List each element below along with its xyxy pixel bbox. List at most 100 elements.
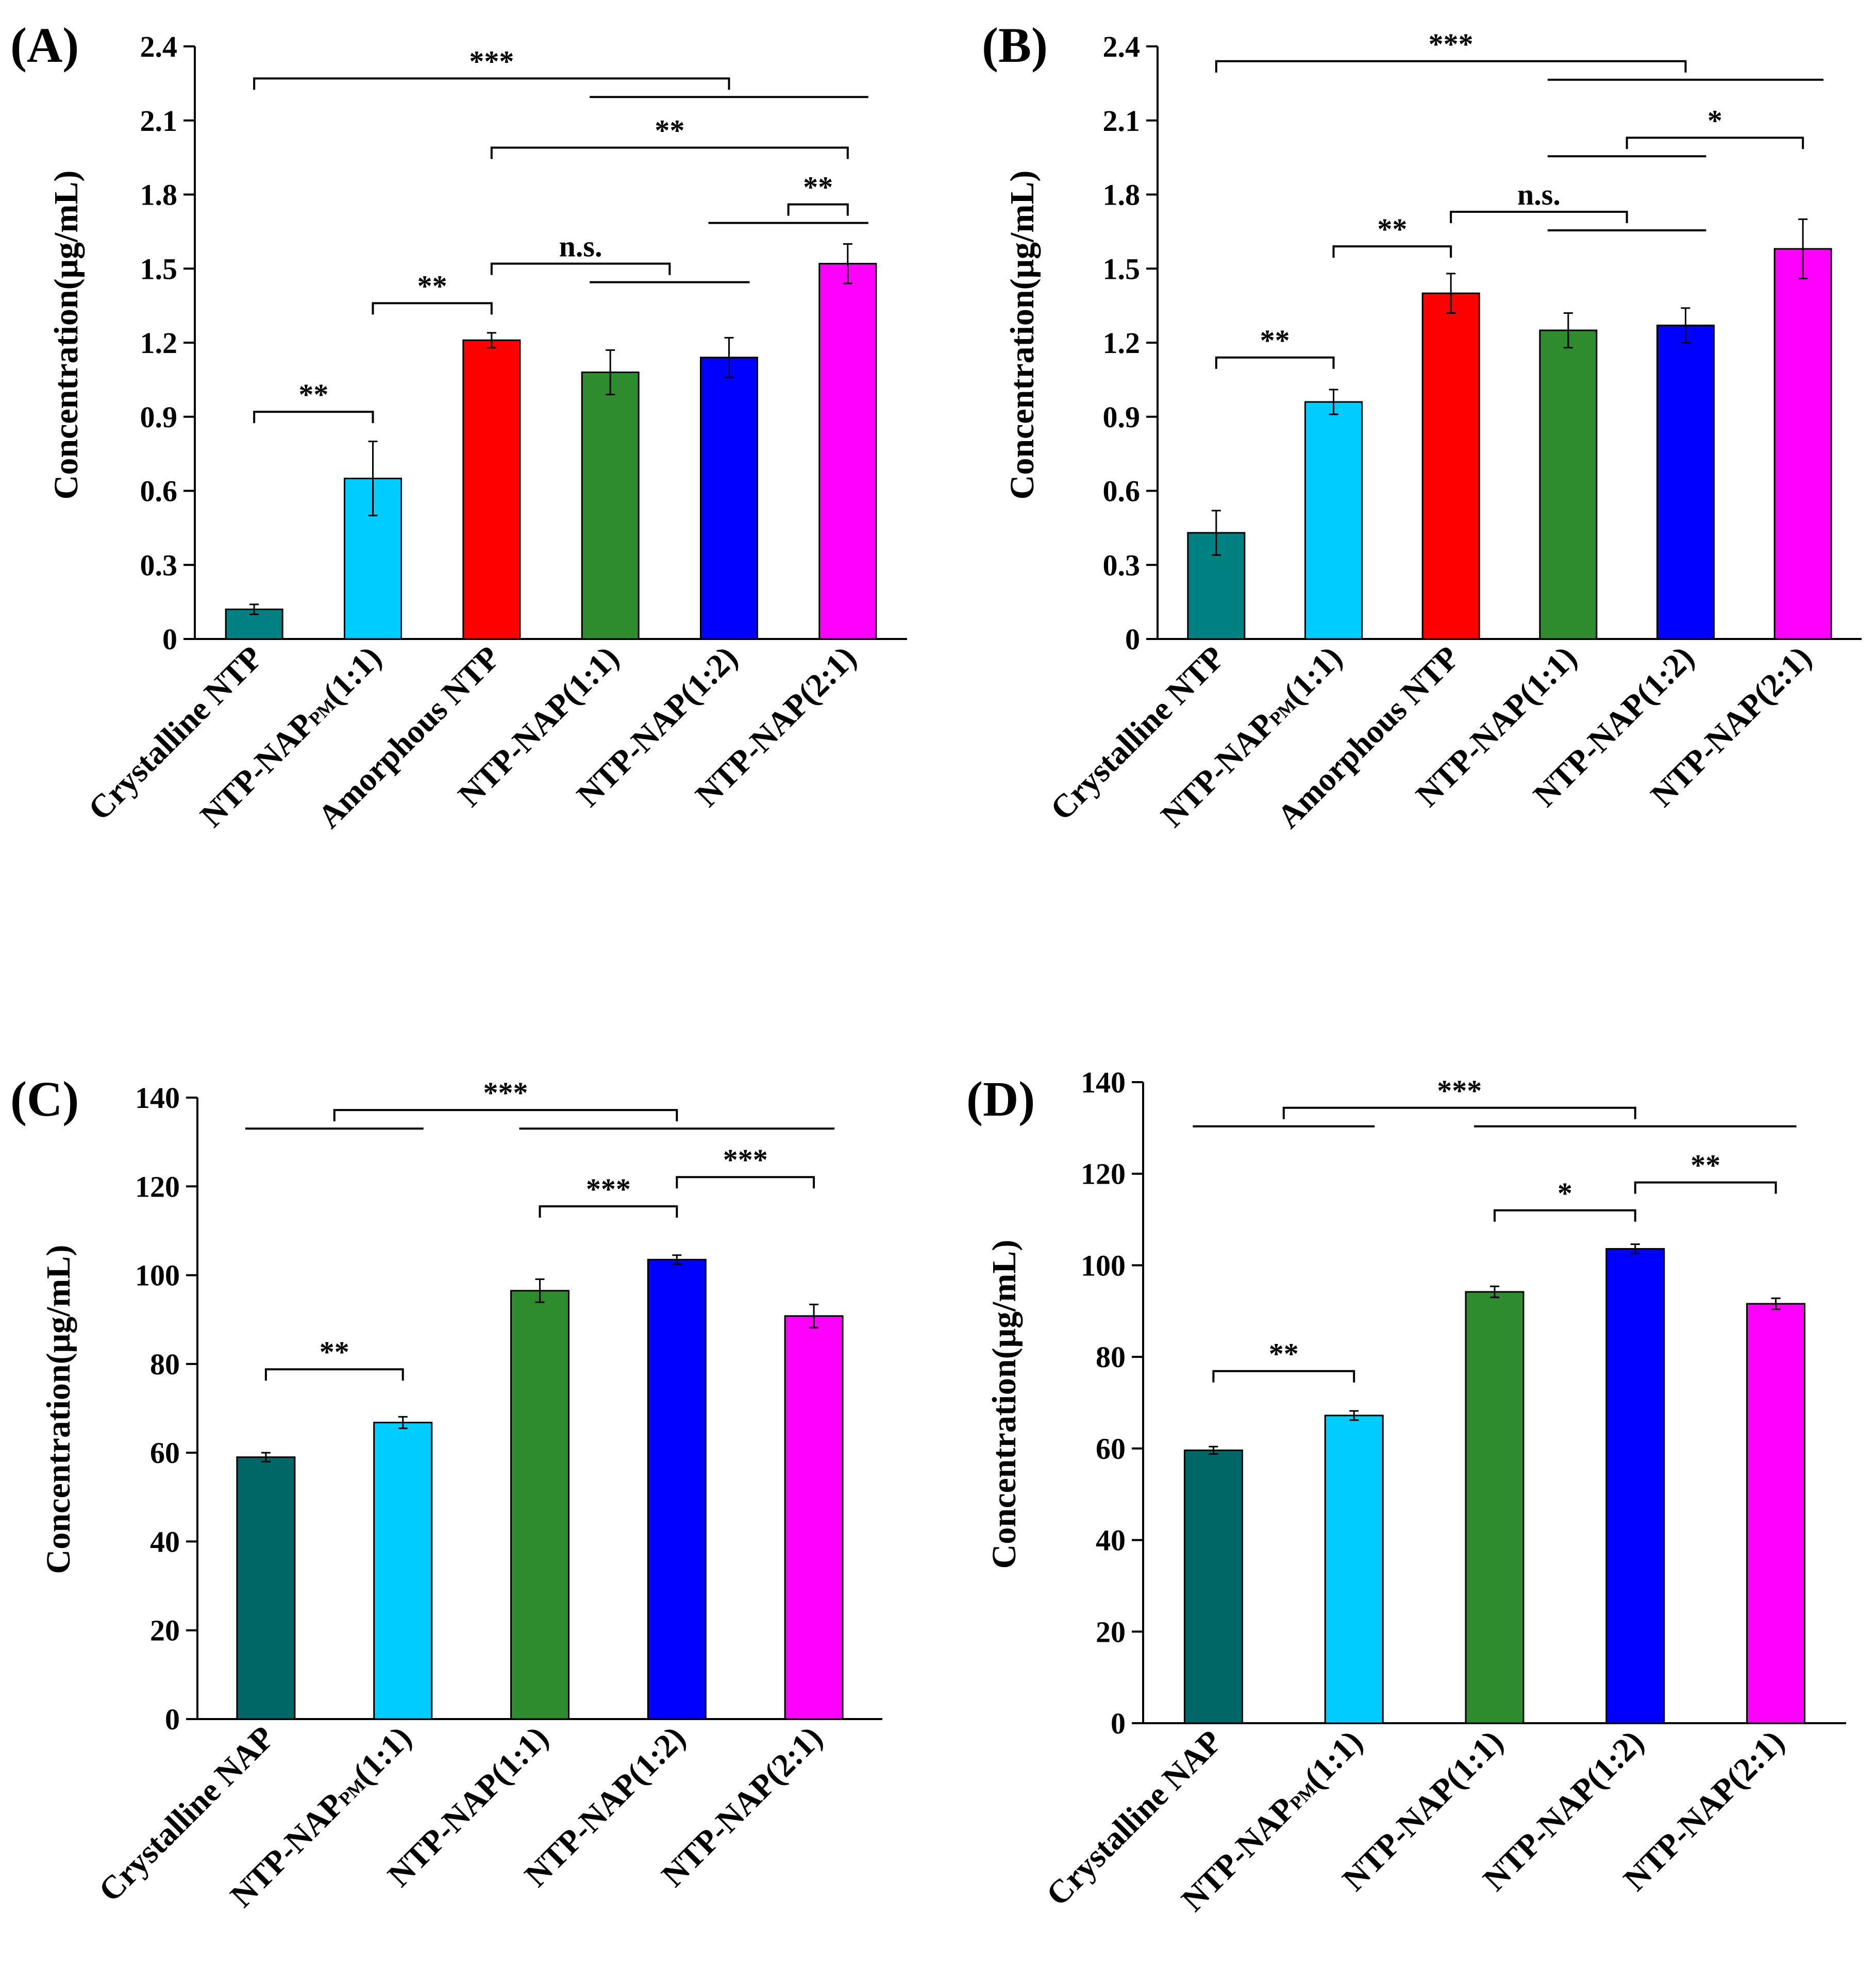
bar <box>236 1456 296 1720</box>
significance-label: n.s. <box>1517 178 1561 211</box>
y-tick-label: 60 <box>1096 1432 1126 1466</box>
y-tick-label: 40 <box>150 1525 180 1558</box>
significance-label: *** <box>723 1143 768 1176</box>
y-tick-label: 140 <box>135 1081 180 1115</box>
bar <box>784 1315 844 1720</box>
significance-bracket: ** <box>490 113 849 159</box>
y-tick-label: 1.8 <box>140 178 178 212</box>
bar <box>700 357 758 640</box>
y-tick-label: 140 <box>1081 1066 1126 1099</box>
significance-bracket: *** <box>1193 1074 1797 1127</box>
significance-bracket: *** <box>676 1143 815 1189</box>
y-axis-label: Concentration(μg/mL) <box>985 1240 1023 1569</box>
y-tick-label: 80 <box>1096 1340 1126 1374</box>
bar <box>1324 1415 1384 1724</box>
y-tick-label: 1.8 <box>1103 178 1141 212</box>
bar <box>1773 248 1832 640</box>
y-tick-label: 1.2 <box>1103 326 1141 360</box>
bar <box>1539 329 1598 640</box>
y-tick-label: 120 <box>135 1170 180 1203</box>
y-tick-label: 0 <box>162 622 177 656</box>
significance-label: ** <box>803 171 833 204</box>
significance-label: ** <box>1377 212 1407 246</box>
bar <box>1656 324 1715 640</box>
y-tick-label: 0.6 <box>140 475 178 508</box>
bar <box>1746 1303 1806 1724</box>
y-tick-label: 2.1 <box>1103 104 1141 138</box>
significance-bracket: ** <box>708 171 868 224</box>
significance-label: * <box>1557 1176 1572 1210</box>
panel-b: (B) 0 0.3 0.6 0.9 1.2 1.5 1.8 2.1 2.4 Concentratio… <box>982 18 1862 835</box>
y-tick-label: 0.3 <box>1103 548 1141 582</box>
significance-label: ** <box>1269 1337 1299 1371</box>
y-tick-label: 0.9 <box>1103 400 1141 434</box>
bar <box>647 1258 707 1720</box>
panel-label: (C) <box>10 1071 79 1126</box>
y-tick-label: 2.4 <box>140 30 178 63</box>
bar <box>818 263 877 640</box>
y-tick-label: 0 <box>165 1703 180 1736</box>
y-tick-label: 2.1 <box>140 104 178 138</box>
significance-label: n.s. <box>559 230 602 263</box>
significance-bracket: ** <box>253 378 374 424</box>
significance-label: ** <box>320 1335 349 1369</box>
y-tick-label: 80 <box>150 1348 180 1381</box>
y-tick-label: 0.9 <box>140 400 178 434</box>
panel-label: (A) <box>10 18 79 73</box>
significance-label: *** <box>1437 1074 1482 1107</box>
significance-label: *** <box>1429 27 1473 61</box>
significance-label: ** <box>417 269 447 302</box>
significance-bracket: ** <box>372 269 493 315</box>
bar <box>462 339 521 640</box>
significance-bracket: ** <box>1215 324 1335 369</box>
y-tick-label: 100 <box>1081 1249 1126 1282</box>
y-tick-label: 0.6 <box>1103 475 1141 508</box>
significance-label: ** <box>655 113 684 147</box>
significance-bracket: * <box>1494 1176 1636 1222</box>
y-tick-label: 0 <box>1111 1707 1126 1740</box>
significance-label: ** <box>1690 1149 1720 1182</box>
significance-bracket: *** <box>253 44 868 98</box>
significance-label: *** <box>586 1172 631 1206</box>
significance-bracket: n.s. <box>490 230 750 283</box>
significance-label: *** <box>469 44 514 78</box>
bar <box>373 1422 433 1720</box>
significance-bracket: * <box>1547 104 1804 158</box>
y-tick-label: 20 <box>1096 1615 1126 1648</box>
bar <box>1183 1449 1243 1724</box>
y-tick-label: 120 <box>1081 1157 1126 1191</box>
y-tick-label: 1.5 <box>1103 252 1141 285</box>
panel-d: (D) 0 20 40 60 80 100 120 140 Concentration(μg/mL… <box>966 1066 1846 1918</box>
y-tick-label: 100 <box>135 1259 180 1292</box>
bar <box>1465 1291 1525 1724</box>
significance-bracket: ** <box>264 1335 404 1381</box>
significance-bracket: *** <box>1215 27 1824 81</box>
y-tick-label: 60 <box>150 1436 180 1470</box>
significance-label: ** <box>298 378 328 411</box>
panel-label: (B) <box>982 18 1048 73</box>
significance-bracket: *** <box>245 1076 835 1130</box>
y-tick-label: 2.4 <box>1103 30 1141 63</box>
significance-bracket: n.s. <box>1450 178 1706 232</box>
significance-bracket: ** <box>1634 1149 1777 1194</box>
significance-label: *** <box>483 1076 528 1109</box>
bar <box>1605 1248 1665 1724</box>
y-tick-label: 0.3 <box>140 548 178 582</box>
bar <box>510 1290 569 1720</box>
y-axis-label: Concentration(μg/mL) <box>1003 171 1041 500</box>
significance-label: ** <box>1260 324 1290 357</box>
panel-label: (D) <box>966 1071 1035 1126</box>
y-tick-label: 1.5 <box>140 252 178 285</box>
y-axis-label: Concentration(μg/mL) <box>47 171 85 500</box>
bar <box>1421 292 1480 640</box>
significance-bracket: ** <box>1332 212 1452 258</box>
bar <box>581 372 640 640</box>
significance-bracket: *** <box>539 1172 678 1218</box>
panel-c: (C) 0 20 40 60 80 100 120 140 Concentration(μg/mL… <box>10 1071 882 1914</box>
y-tick-label: 0 <box>1125 622 1140 656</box>
y-tick-label: 1.2 <box>140 326 178 360</box>
panel-a: (A) 0 0.3 0.6 0.9 1.2 1.5 1.8 2.1 2.4 Concentratio… <box>10 18 907 835</box>
y-axis-label: Concentration(μg/mL) <box>40 1245 77 1574</box>
y-tick-label: 40 <box>1096 1524 1126 1557</box>
